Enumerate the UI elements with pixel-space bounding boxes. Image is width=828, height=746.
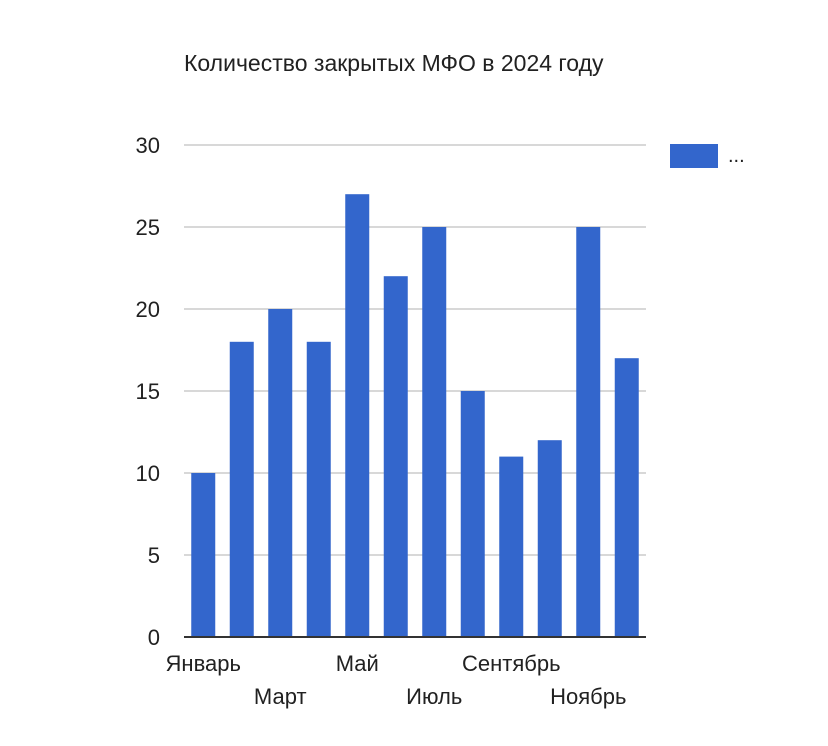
legend-label: ... [728, 145, 745, 167]
bar [345, 194, 370, 637]
bar [499, 456, 524, 637]
x-tick-label: Январь [166, 651, 241, 676]
bar [268, 309, 293, 637]
bar [191, 473, 216, 637]
x-tick-label: Март [254, 684, 307, 709]
chart-title: Количество закрытых МФО в 2024 году [184, 50, 604, 76]
bar [306, 341, 331, 637]
y-tick-label: 25 [136, 215, 160, 240]
bar [537, 440, 562, 637]
x-tick-label: Май [336, 651, 379, 676]
x-tick-label: Сентябрь [462, 651, 561, 676]
bar [460, 391, 485, 637]
y-tick-label: 20 [136, 297, 160, 322]
bar [422, 227, 447, 637]
x-tick-label: Ноябрь [550, 684, 626, 709]
x-tick-label: Июль [406, 684, 462, 709]
legend: ... [670, 144, 745, 168]
bar [229, 341, 254, 637]
legend-swatch [670, 144, 718, 168]
bar [383, 276, 408, 637]
y-tick-label: 5 [148, 543, 160, 568]
y-tick-label: 30 [136, 133, 160, 158]
y-tick-label: 10 [136, 461, 160, 486]
y-tick-label: 0 [148, 625, 160, 650]
y-tick-label: 15 [136, 379, 160, 404]
bar [576, 227, 601, 637]
bar [614, 358, 639, 637]
